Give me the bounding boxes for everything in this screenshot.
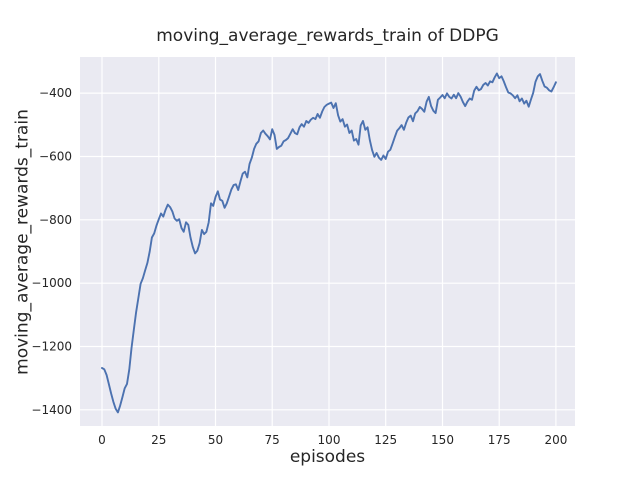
x-tick-label: 0 [98, 433, 106, 447]
x-tick-label: 100 [318, 433, 341, 447]
y-tick-label: −1200 [31, 340, 72, 354]
series-line-ddpg [101, 72, 557, 414]
x-tick-label: 50 [208, 433, 223, 447]
x-axis-label: episodes [289, 447, 366, 467]
x-tick-label: 150 [431, 433, 454, 447]
y-axis-label: moving_average_rewards_train [12, 109, 33, 375]
axes-background [80, 57, 575, 426]
y-tick-label: −800 [39, 213, 72, 227]
y-tick-label: −1400 [31, 403, 72, 417]
x-tick-label: 125 [374, 433, 397, 447]
y-tick-label: −1000 [31, 276, 72, 290]
x-tick-label: 175 [488, 433, 511, 447]
x-tick-label: 200 [544, 433, 567, 447]
y-tick-label: −400 [39, 86, 72, 100]
x-tick-label: 25 [151, 433, 166, 447]
chart-title: moving_average_rewards_train of DDPG [156, 26, 499, 46]
y-tick-label: −600 [39, 150, 72, 164]
x-tick-label: 75 [265, 433, 280, 447]
